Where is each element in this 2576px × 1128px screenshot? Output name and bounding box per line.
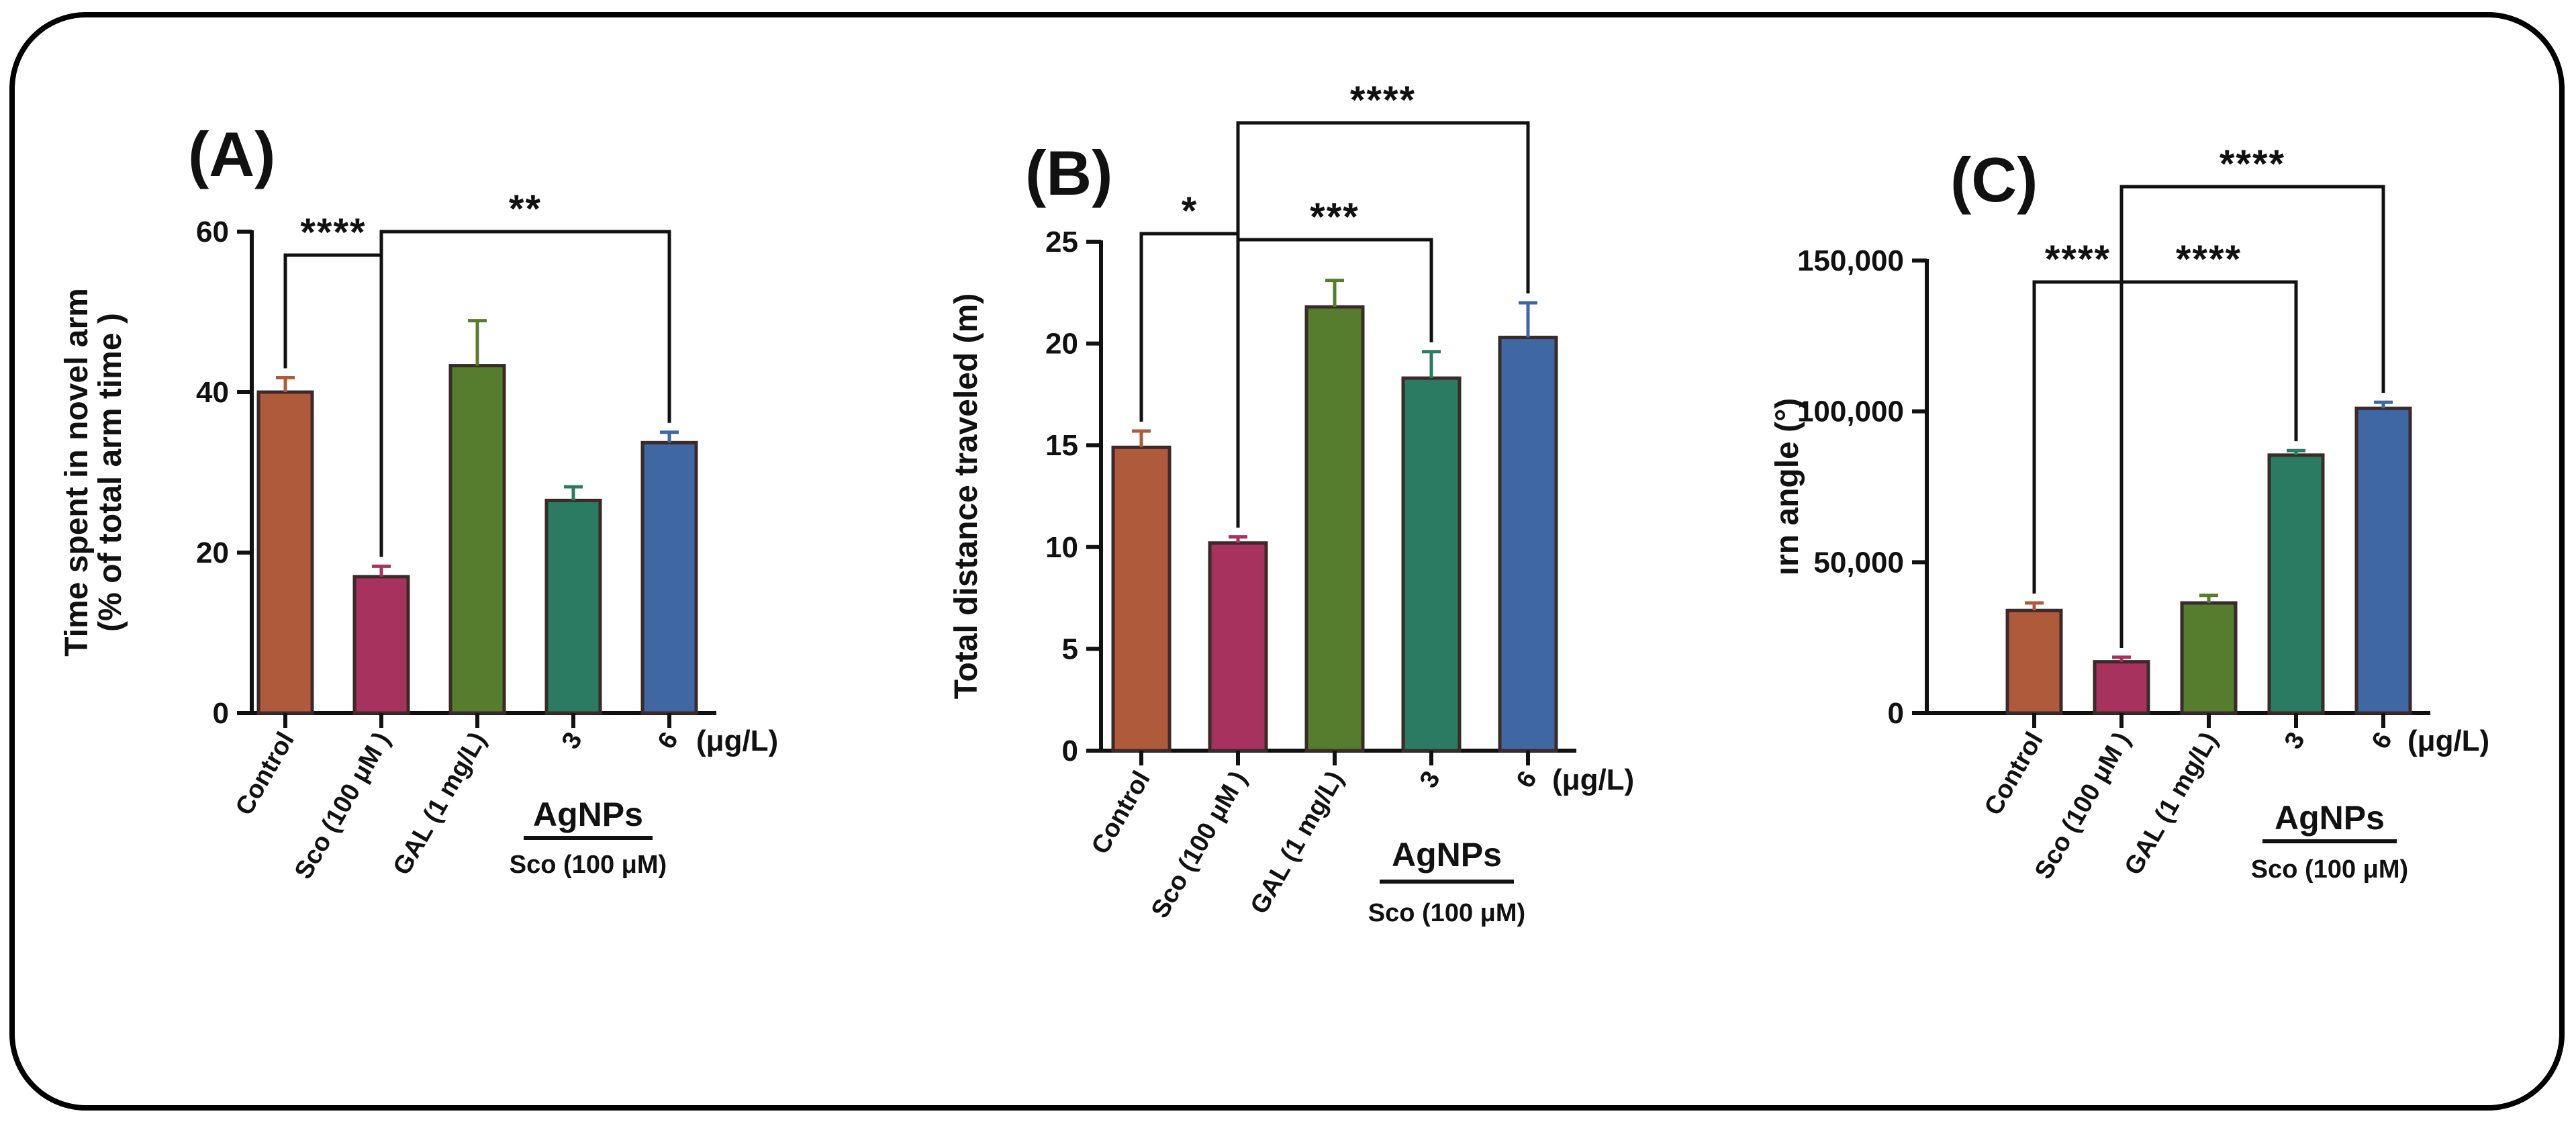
group-sublabel: Sco (100 μM) <box>1368 899 1525 927</box>
y-tick-label: 0 <box>213 697 229 730</box>
bar-1 <box>2093 660 2150 715</box>
significance-bracket-1 <box>379 230 671 557</box>
bar-1 <box>1208 541 1268 753</box>
y-tick-label: 150,000 <box>1797 244 1904 277</box>
panel-letter: (A) <box>188 119 276 189</box>
y-tick-label: 60 <box>196 216 229 248</box>
bar-4 <box>1498 336 1558 753</box>
y-tick-label: 40 <box>196 376 229 409</box>
significance-label-0: **** <box>300 211 366 254</box>
y-axis-title: Total distance traveled (m) <box>949 293 984 700</box>
significance-label-0: **** <box>2045 238 2111 281</box>
bar-0 <box>256 390 314 715</box>
y-tick-label: 25 <box>1045 226 1078 258</box>
bar-3 <box>2267 453 2325 715</box>
bar-4 <box>2354 406 2412 715</box>
y-tick-label: 20 <box>1045 328 1078 361</box>
y-tick-label: 15 <box>1045 429 1078 462</box>
y-tick-label: 20 <box>196 536 229 569</box>
significance-label-2: **** <box>2220 142 2285 186</box>
bar-0 <box>2005 608 2063 715</box>
y-tick-label: 5 <box>1062 632 1078 665</box>
group-label: AgNPs <box>1392 836 1502 874</box>
bar-0 <box>1111 445 1172 753</box>
unit-label: (μg/L) <box>696 724 778 757</box>
y-axis-subtitle: (% of total arm time ) <box>93 313 128 632</box>
significance-bracket-2 <box>1236 121 1530 528</box>
unit-label: (μg/L) <box>2407 724 2489 757</box>
bar-2 <box>448 364 506 715</box>
bar-2 <box>2180 601 2238 715</box>
bar-3 <box>1401 376 1462 753</box>
panel-letter: (B) <box>1025 138 1113 208</box>
group-sublabel: Sco (100 μM) <box>2251 855 2408 884</box>
y-axis-title: Time spent in novel arm <box>59 288 95 657</box>
significance-label-1: ** <box>509 187 542 231</box>
bar-4 <box>640 440 698 715</box>
significance-label-1: **** <box>2176 238 2242 281</box>
panel-letter: (C) <box>1950 144 2038 215</box>
y-tick-label: 0 <box>1888 697 1904 730</box>
significance-label-0: * <box>1182 189 1198 233</box>
unit-label: (μg/L) <box>1552 763 1634 796</box>
y-tick-label: 0 <box>1062 735 1078 767</box>
y-tick-label: 10 <box>1045 531 1078 564</box>
group-sublabel: Sco (100 μM) <box>510 851 667 879</box>
group-label: AgNPs <box>2275 799 2385 837</box>
bar-1 <box>352 575 410 715</box>
figure-frame <box>9 12 2565 1111</box>
significance-label-1: *** <box>1310 195 1359 239</box>
bar-3 <box>544 498 602 715</box>
y-axis-title: ırn angle (°) <box>1770 398 1805 576</box>
group-label: AgNPs <box>533 796 643 833</box>
y-tick-label: 100,000 <box>1797 395 1904 428</box>
significance-label-2: **** <box>1350 79 1416 122</box>
bar-2 <box>1304 305 1365 753</box>
y-tick-label: 50,000 <box>1813 546 1904 579</box>
significance-bracket-2 <box>2119 185 2385 648</box>
